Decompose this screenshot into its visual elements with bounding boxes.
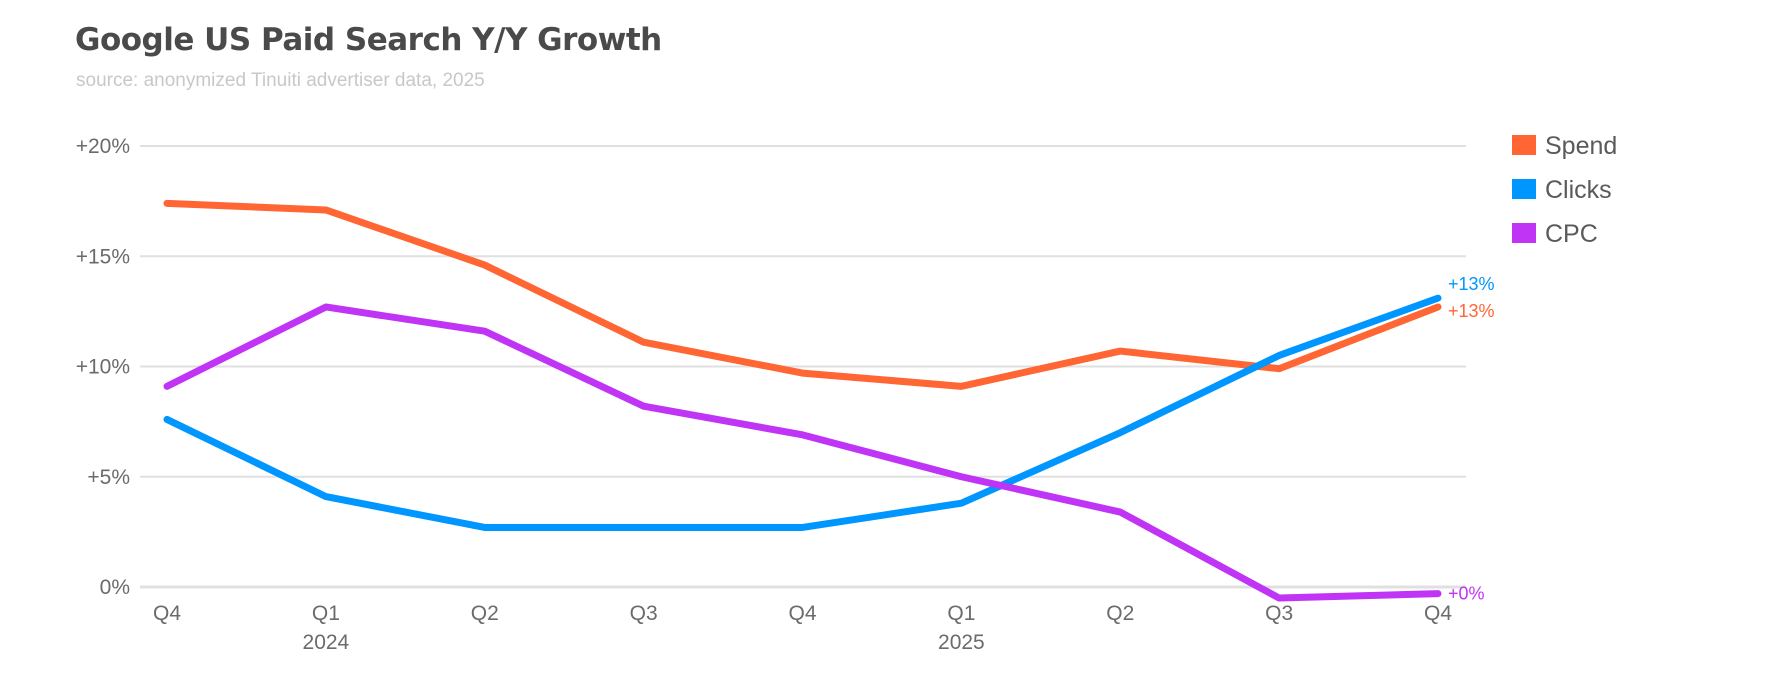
y-tick-label: +10%: [76, 356, 130, 379]
legend-label-spend: Spend: [1545, 132, 1617, 160]
x-tick-label: Q1: [947, 602, 975, 625]
end-label-clicks: +13%: [1448, 274, 1495, 294]
y-axis-ticks: 0% +5% +10% +15% +20%: [76, 135, 130, 599]
x-tick-label: Q4: [153, 602, 181, 625]
x-tick-label: Q3: [630, 602, 658, 625]
y-tick-label: 0%: [100, 576, 130, 599]
chart-subtitle: source: anonymized Tinuiti advertiser da…: [76, 70, 485, 91]
end-label-spend: +13%: [1448, 301, 1495, 321]
series-line-cpc: [163, 303, 1442, 602]
x-tick-year-label: 2024: [303, 631, 350, 654]
x-tick-label: Q2: [1106, 602, 1134, 625]
legend-swatch-clicks: [1512, 179, 1536, 199]
y-tick-label: +5%: [87, 466, 130, 489]
x-axis-ticks: Q4 Q1 2024 Q2 Q3 Q4 Q1 2025 Q2 Q3 Q4: [153, 602, 1452, 654]
x-tick-label: Q3: [1265, 602, 1293, 625]
y-tick-label: +20%: [76, 135, 130, 158]
x-tick-year-label: 2025: [938, 631, 985, 654]
legend: Spend Clicks CPC: [1512, 132, 1617, 248]
series-line-spend: [163, 199, 1442, 390]
x-tick-label: Q1: [312, 602, 340, 625]
series-line-clicks: [163, 294, 1442, 531]
chart-title: Google US Paid Search Y/Y Growth: [75, 22, 662, 58]
x-tick-label: Q2: [471, 602, 499, 625]
legend-swatch-cpc: [1512, 223, 1536, 243]
legend-label-clicks: Clicks: [1545, 176, 1612, 204]
y-tick-label: +15%: [76, 245, 130, 268]
end-labels: +13% +13% +0%: [1448, 274, 1495, 603]
legend-label-cpc: CPC: [1545, 220, 1598, 248]
series-lines: [163, 199, 1442, 602]
x-tick-label: Q4: [1424, 602, 1452, 625]
end-label-cpc: +0%: [1448, 584, 1485, 604]
x-tick-label: Q4: [788, 602, 816, 625]
gridlines: [140, 145, 1466, 589]
legend-swatch-spend: [1512, 135, 1536, 155]
